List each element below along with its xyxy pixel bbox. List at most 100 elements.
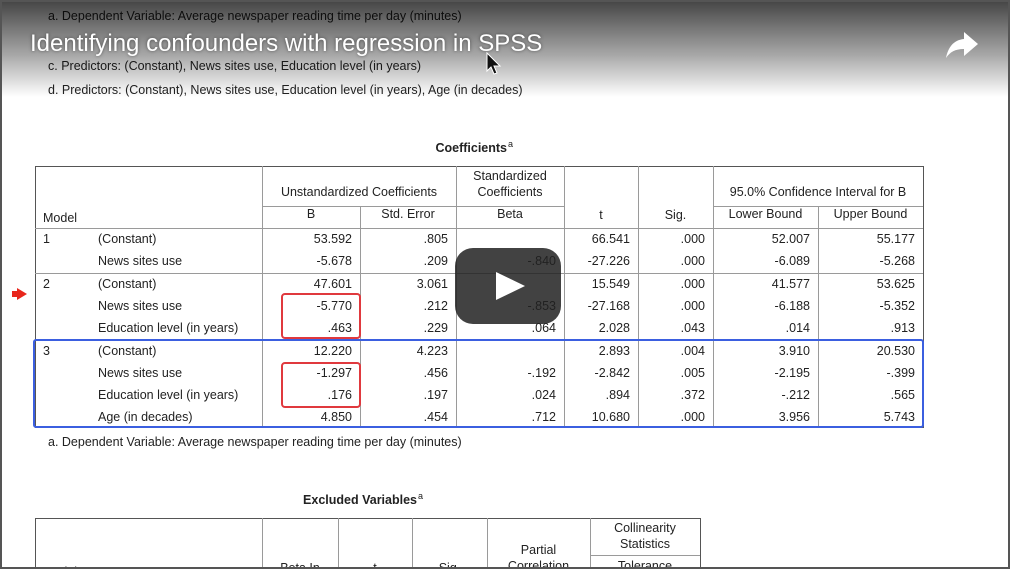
table-rule [35, 228, 923, 229]
cell-value: .043 [680, 321, 705, 335]
footnote: a. Dependent Variable: Average newspaper… [48, 435, 462, 449]
cell-value: 10.680 [591, 410, 630, 424]
predictor: Education level (in years) [98, 388, 239, 402]
cell-value: 12.220 [313, 344, 352, 358]
mouse-cursor [486, 51, 502, 76]
cell-value: -6.089 [774, 254, 810, 268]
cell-value: .000 [680, 410, 705, 424]
cell-value: 53.625 [876, 277, 915, 291]
cell-value: .913 [890, 321, 915, 335]
cell-value: 4.850 [320, 410, 352, 424]
cell-value: .000 [680, 254, 705, 268]
header: Model [43, 211, 78, 225]
cell-value: .014 [785, 321, 810, 335]
cell-value: -2.842 [594, 366, 630, 380]
header: Beta In [280, 561, 320, 569]
table-rule [35, 166, 36, 427]
table-rule [590, 555, 700, 556]
highlight-box [281, 362, 361, 408]
predictor: (Constant) [98, 344, 157, 358]
share-button[interactable] [944, 28, 980, 60]
play-icon [496, 272, 525, 300]
cell-value: .000 [680, 277, 705, 291]
table-rule [713, 166, 714, 427]
header: Sig. [664, 208, 687, 222]
cell-value: 15.549 [591, 277, 630, 291]
cursor-icon [486, 51, 502, 75]
header: Sig. [438, 561, 461, 569]
predictor: (Constant) [98, 232, 157, 246]
cell-value: -5.770 [316, 299, 352, 313]
cell-value: -6.188 [774, 299, 810, 313]
video-title: Identifying confounders with regression … [30, 30, 543, 57]
title-note: a [508, 139, 514, 149]
cell-value: 5.743 [883, 410, 915, 424]
cell-value: .004 [680, 344, 705, 358]
cell-value: .209 [423, 254, 448, 268]
cell-value: 2.893 [598, 344, 630, 358]
table-rule [713, 206, 923, 207]
table-rule [564, 166, 565, 427]
cell-value: 3.061 [416, 277, 448, 291]
header: t [373, 561, 377, 569]
red-arrow [17, 288, 27, 300]
model-number: 1 [43, 232, 50, 246]
share-icon [946, 32, 978, 58]
table-rule [338, 518, 339, 567]
cell-value: .024 [531, 388, 556, 402]
table-rule [35, 518, 36, 567]
header: Standardized Coefficients [473, 169, 547, 199]
cell-value: .372 [680, 388, 705, 402]
cell-value: 3.956 [778, 410, 810, 424]
cell-value: .005 [680, 366, 705, 380]
cell-value: -27.168 [587, 299, 630, 313]
cell-value: 3.910 [778, 344, 810, 358]
predictor: News sites use [98, 366, 183, 380]
cell-value: .463 [327, 321, 352, 335]
red-arrow-tail [12, 291, 19, 297]
cell-value: .000 [680, 232, 705, 246]
predictor: Education level (in years) [98, 321, 239, 335]
cell-value: .456 [423, 366, 448, 380]
table-rule [923, 166, 924, 428]
table-rule [35, 166, 923, 167]
cell-value: 41.577 [771, 277, 810, 291]
cell-value: 47.601 [313, 277, 352, 291]
cell-value: -27.226 [587, 254, 630, 268]
cell-value: -5.678 [316, 254, 352, 268]
table-rule [262, 166, 263, 427]
table-rule [35, 518, 700, 519]
cell-value: 66.541 [591, 232, 630, 246]
cell-value: 52.007 [771, 232, 810, 246]
cell-value: .454 [423, 410, 448, 424]
title-note: a [418, 491, 424, 501]
cell-value: -5.268 [879, 254, 915, 268]
cell-value: 4.223 [416, 344, 448, 358]
title-gradient [2, 2, 1008, 97]
model-number: 2 [43, 277, 50, 291]
header: Std. Error [381, 207, 435, 221]
cell-value: -5.352 [879, 299, 915, 313]
header: Unstandardized Coefficients [280, 185, 438, 199]
table-rule [700, 518, 701, 567]
table-title: Coefficients [435, 141, 507, 155]
table-title: Excluded Variables [303, 493, 417, 507]
cell-value: 20.530 [876, 344, 915, 358]
cell-value: .176 [327, 388, 352, 402]
play-button[interactable] [455, 248, 561, 324]
table-rule [412, 518, 413, 567]
header: Beta [497, 207, 523, 221]
header: Model [43, 564, 103, 567]
cell-value: .064 [531, 321, 556, 335]
table-rule [638, 166, 639, 427]
cell-value: 55.177 [876, 232, 915, 246]
cell-value: -.192 [527, 366, 557, 380]
header: Collinearity Statistics [614, 521, 676, 551]
cell-value: .229 [423, 321, 448, 335]
header: t [599, 208, 603, 222]
header: B [306, 207, 316, 221]
cell-value: -1.297 [316, 366, 352, 380]
predictor: Age (in decades) [98, 410, 193, 424]
table-rule [818, 206, 819, 427]
